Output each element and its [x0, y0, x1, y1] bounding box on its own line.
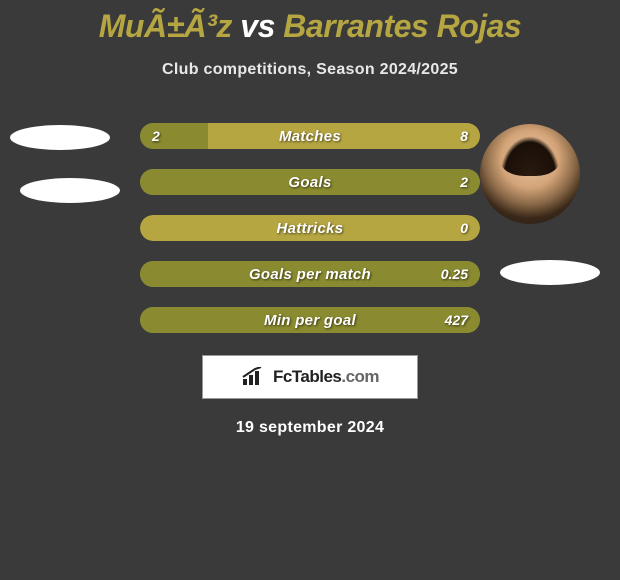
branding-text: FcTables.com	[273, 367, 379, 387]
bar-label: Hattricks	[140, 215, 480, 241]
bar-label: Goals per match	[140, 261, 480, 287]
player-right-logo-placeholder	[500, 260, 600, 285]
date-label: 19 september 2024	[0, 419, 620, 437]
stat-bar: 427Min per goal	[140, 307, 480, 333]
player-right-avatar	[480, 124, 580, 224]
player-left-name: MuÃ±Ã³z	[99, 8, 232, 44]
chart-icon	[241, 367, 267, 387]
stat-bars: 28Matches 2Goals 0Hattricks 0.25Goals per m…	[140, 123, 480, 333]
comparison-title: MuÃ±Ã³z vs Barrantes Rojas	[0, 0, 620, 45]
branding-domain: .com	[341, 367, 379, 386]
stat-bar: 0Hattricks	[140, 215, 480, 241]
branding-badge: FcTables.com	[202, 355, 418, 399]
bar-label: Goals	[140, 169, 480, 195]
subtitle: Club competitions, Season 2024/2025	[0, 61, 620, 79]
player-left-avatar-placeholder	[10, 125, 110, 150]
bar-label: Matches	[140, 123, 480, 149]
branding-main: FcTables	[273, 367, 341, 386]
vs-connector: vs	[240, 8, 275, 44]
stat-bar: 2Goals	[140, 169, 480, 195]
player-right-name: Barrantes Rojas	[283, 8, 521, 44]
stat-bar: 28Matches	[140, 123, 480, 149]
stat-bar: 0.25Goals per match	[140, 261, 480, 287]
player-left-logo-placeholder	[20, 178, 120, 203]
bar-label: Min per goal	[140, 307, 480, 333]
